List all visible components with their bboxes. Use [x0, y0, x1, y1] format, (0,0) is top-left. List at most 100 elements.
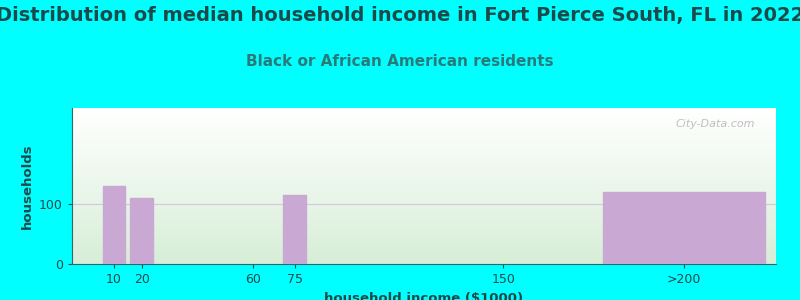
Bar	[72, 164, 776, 165]
Bar	[72, 243, 776, 244]
Bar	[72, 257, 776, 258]
Bar	[72, 134, 776, 135]
Bar	[72, 229, 776, 230]
Bar	[72, 142, 776, 143]
Bar	[72, 152, 776, 153]
Bar	[72, 175, 776, 176]
Bar	[72, 261, 776, 262]
Bar	[72, 171, 776, 172]
Bar	[72, 234, 776, 235]
Bar	[72, 202, 776, 203]
Bar	[72, 245, 776, 246]
Bar	[72, 246, 776, 247]
Bar	[72, 262, 776, 263]
Bar	[72, 253, 776, 254]
Bar	[72, 196, 776, 197]
Bar	[72, 157, 776, 158]
Bar	[72, 222, 776, 223]
Bar	[72, 235, 776, 236]
Bar	[72, 242, 776, 243]
Bar	[72, 198, 776, 199]
Bar	[72, 210, 776, 211]
Bar	[72, 218, 776, 219]
Bar	[72, 147, 776, 148]
Bar	[72, 233, 776, 234]
Bar	[72, 212, 776, 213]
Bar	[72, 143, 776, 144]
Bar	[72, 220, 776, 221]
Bar	[72, 188, 776, 189]
Bar	[72, 193, 776, 194]
Bar	[72, 167, 776, 168]
Bar	[72, 219, 776, 220]
Bar	[72, 174, 776, 175]
Bar	[72, 226, 776, 227]
Bar	[72, 256, 776, 257]
Bar	[72, 170, 776, 171]
Bar	[72, 216, 776, 217]
Bar	[72, 258, 776, 259]
Bar	[72, 178, 776, 179]
Bar	[72, 136, 776, 137]
Bar	[72, 140, 776, 141]
Bar	[72, 209, 776, 210]
Bar	[72, 254, 776, 255]
Bar	[72, 165, 776, 166]
Bar	[72, 111, 776, 112]
X-axis label: household income ($1000): household income ($1000)	[325, 292, 523, 300]
Bar	[72, 116, 776, 117]
Bar	[72, 181, 776, 182]
Bar	[72, 153, 776, 154]
Bar	[72, 176, 776, 177]
Bar	[72, 195, 776, 196]
Bar	[72, 114, 776, 115]
Bar	[72, 228, 776, 229]
Bar	[72, 146, 776, 147]
Bar	[72, 238, 776, 239]
Bar	[72, 129, 776, 130]
Bar	[72, 227, 776, 228]
Bar	[72, 244, 776, 245]
Bar	[72, 221, 776, 222]
Bar	[72, 179, 776, 180]
Bar	[72, 122, 776, 123]
Bar	[72, 189, 776, 190]
Bar	[72, 108, 776, 109]
Bar	[72, 168, 776, 169]
Bar	[72, 211, 776, 212]
Bar	[72, 160, 776, 161]
Bar	[72, 250, 776, 251]
Bar	[72, 163, 776, 164]
Bar	[72, 192, 776, 193]
Bar	[72, 145, 776, 146]
Bar	[72, 125, 776, 126]
Bar	[72, 194, 776, 195]
Bar	[72, 112, 776, 113]
Bar	[72, 141, 776, 142]
Bar	[72, 151, 776, 152]
Bar	[72, 148, 776, 149]
Text: Black or African American residents: Black or African American residents	[246, 54, 554, 69]
Bar	[72, 236, 776, 237]
Bar	[72, 158, 776, 159]
Bar	[72, 127, 776, 128]
Bar	[72, 137, 776, 138]
Bar	[72, 248, 776, 249]
Bar	[72, 239, 776, 240]
Bar	[72, 241, 776, 242]
Bar	[72, 184, 776, 185]
Bar	[72, 172, 776, 173]
Bar	[72, 263, 776, 264]
Bar	[72, 185, 776, 186]
Bar	[72, 155, 776, 156]
Bar	[130, 198, 153, 264]
Bar	[72, 237, 776, 238]
Bar	[72, 119, 776, 120]
Bar	[72, 217, 776, 218]
Bar	[72, 251, 776, 252]
Bar	[72, 208, 776, 209]
Bar	[72, 214, 776, 215]
Bar	[72, 135, 776, 136]
Bar	[72, 162, 776, 163]
Bar	[72, 259, 776, 260]
